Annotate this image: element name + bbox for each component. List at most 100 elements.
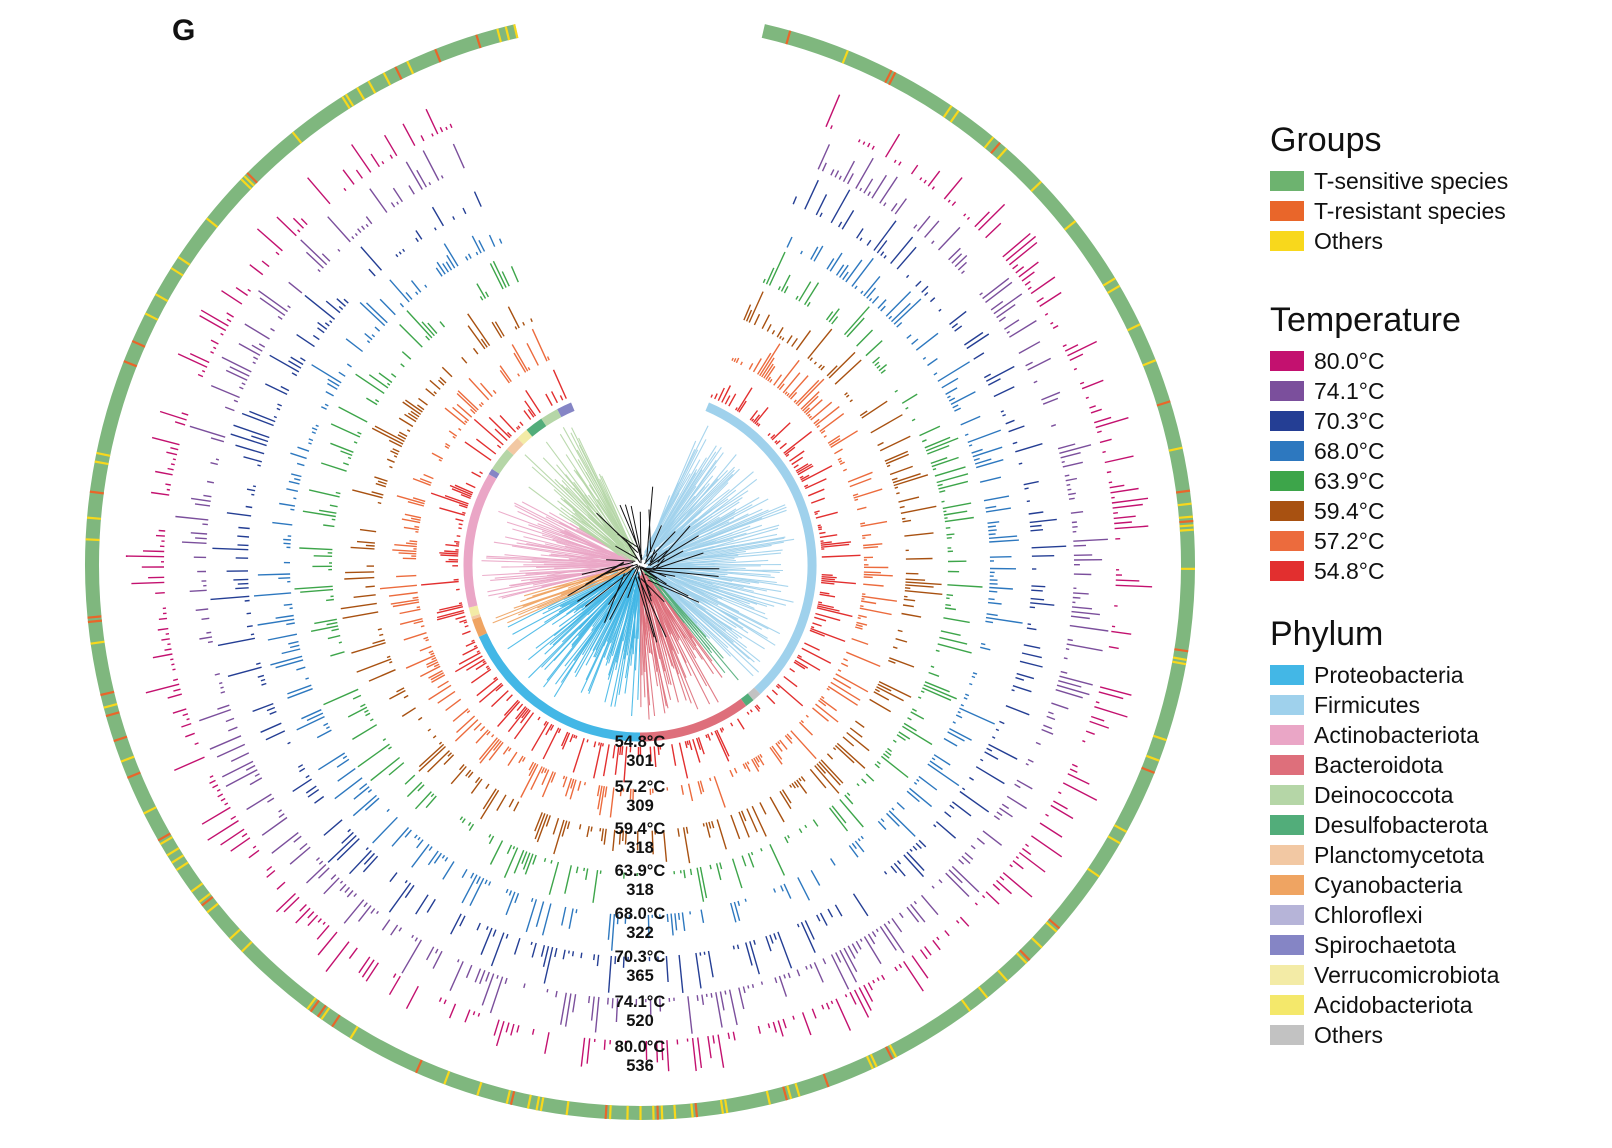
- group-ring: [85, 24, 1196, 1120]
- temperature-bar: [396, 574, 417, 578]
- temperature-bar: [906, 906, 920, 923]
- temperature-bar: [714, 730, 730, 762]
- temperature-bar: [924, 946, 932, 956]
- temperature-bar: [947, 731, 965, 742]
- temperature-bar: [300, 218, 308, 226]
- temperature-bar: [173, 678, 179, 682]
- temperature-bar: [1031, 545, 1067, 549]
- temperature-bar: [880, 818, 885, 823]
- temperature-bar: [903, 598, 916, 602]
- temperature-bar: [181, 722, 192, 728]
- temperature-bar: [528, 761, 535, 771]
- temperature-bar: [461, 356, 468, 364]
- temperature-bar: [719, 862, 723, 870]
- temperature-bar: [390, 924, 399, 936]
- temperature-bar: [736, 718, 745, 730]
- temperature-bar: [944, 516, 974, 523]
- temperature-bar: [325, 390, 334, 397]
- temperature-bar: [404, 829, 412, 838]
- group-ring-tick: [1087, 867, 1100, 878]
- temperature-bar: [1036, 297, 1044, 303]
- tree-branch: [575, 470, 624, 547]
- temperature-bar: [724, 990, 727, 995]
- temperature-bar: [283, 896, 300, 913]
- temperature-bar: [471, 235, 482, 254]
- temperature-bar: [614, 745, 620, 775]
- temperature-bar: [374, 326, 381, 332]
- temperature-bar: [808, 488, 825, 497]
- temperature-bar: [805, 399, 823, 416]
- group-ring-tick: [103, 703, 118, 709]
- temperature-bar: [750, 851, 754, 856]
- temperature-bar: [416, 404, 425, 411]
- temperature-bar: [894, 486, 899, 489]
- temperature-bar: [454, 655, 483, 673]
- temperature-bar: [338, 406, 368, 423]
- temperature-bar: [189, 589, 207, 592]
- temperature-bar: [912, 845, 918, 851]
- temperature-bar: [415, 894, 429, 915]
- temperature-bar: [599, 870, 602, 874]
- temperature-bar: [871, 931, 877, 938]
- temperature-bar: [243, 456, 262, 463]
- temperature-bar: [804, 642, 820, 651]
- temperature-bar: [992, 883, 1001, 891]
- temperature-bar: [789, 391, 798, 400]
- temperature-bar: [903, 722, 917, 732]
- temperature-bar: [622, 830, 625, 842]
- temperature-bar: [777, 741, 781, 745]
- temperature-bar: [1050, 321, 1054, 325]
- temperature-bar: [181, 412, 189, 416]
- legend-swatch: [1270, 531, 1304, 551]
- temperature-bar: [1104, 455, 1134, 464]
- group-ring-tick: [983, 136, 995, 149]
- ring-label-count: 318: [626, 881, 654, 899]
- group-ring-tick: [154, 293, 169, 303]
- temperature-bar: [832, 747, 837, 751]
- temperature-bar: [805, 965, 808, 970]
- temperature-bar: [904, 587, 911, 589]
- temperature-bar: [769, 796, 785, 823]
- temperature-bar: [467, 313, 491, 346]
- temperature-bar: [915, 280, 922, 287]
- group-ring-tick: [765, 1090, 772, 1105]
- group-ring-tick: [841, 49, 849, 64]
- temperature-bar: [1085, 730, 1095, 735]
- legend-swatch: [1270, 815, 1304, 835]
- temperature-bar: [980, 642, 986, 646]
- temperature-bar: [464, 420, 468, 424]
- temperature-bar: [357, 743, 390, 768]
- legend-label: Verrucomicrobiota: [1314, 961, 1500, 988]
- temperature-bar: [985, 281, 1013, 303]
- group-ring-tick: [1045, 921, 1058, 933]
- temperature-bar: [963, 213, 967, 217]
- temperature-bar: [959, 790, 990, 813]
- temperature-bar: [831, 805, 847, 824]
- temperature-bar: [357, 228, 362, 234]
- temperature-bar: [414, 525, 420, 528]
- temperature-bar: [888, 659, 896, 664]
- temperature-bar: [508, 890, 513, 896]
- temperature-bar: [844, 994, 848, 998]
- temperature-bar: [396, 687, 405, 693]
- group-ring-tick: [1019, 949, 1031, 961]
- temperature-bar: [901, 393, 918, 404]
- temperature-bar: [355, 373, 385, 394]
- temperature-bar: [773, 933, 777, 940]
- temperature-bar: [909, 848, 913, 852]
- temperature-bar: [364, 332, 373, 341]
- temperature-bar: [299, 767, 306, 773]
- temperature-bar: [465, 641, 476, 647]
- temperature-bar: [960, 415, 981, 426]
- temperature-bar: [947, 199, 951, 203]
- temperature-ring: [421, 369, 861, 783]
- temperature-bar: [1069, 624, 1109, 632]
- tree-branch-internal: [640, 566, 667, 585]
- temperature-bar: [250, 633, 255, 636]
- temperature-bar: [819, 591, 830, 595]
- temperature-bar: [275, 892, 296, 913]
- temperature-bar: [985, 891, 1000, 905]
- temperature-bar: [217, 637, 256, 647]
- temperature-bar: [607, 913, 612, 940]
- temperature-bar: [426, 898, 436, 913]
